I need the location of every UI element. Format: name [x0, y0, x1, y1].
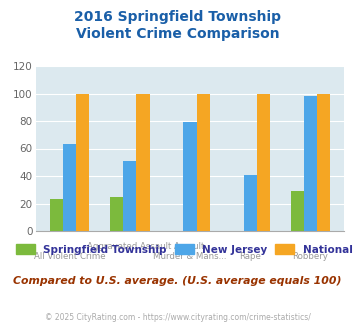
- Text: © 2025 CityRating.com - https://www.cityrating.com/crime-statistics/: © 2025 CityRating.com - https://www.city…: [45, 314, 310, 322]
- Bar: [197, 93, 210, 231]
- Bar: [123, 161, 136, 231]
- Bar: [136, 93, 149, 231]
- Text: Compared to U.S. average. (U.S. average equals 100): Compared to U.S. average. (U.S. average …: [13, 276, 342, 285]
- Bar: [50, 199, 63, 231]
- Bar: [110, 197, 123, 231]
- Text: Aggravated Assault: Aggravated Assault: [87, 242, 172, 251]
- Text: Robbery: Robbery: [293, 251, 328, 261]
- Bar: [257, 93, 270, 231]
- Bar: [244, 175, 257, 231]
- Text: 2016 Springfield Township
Violent Crime Comparison: 2016 Springfield Township Violent Crime …: [74, 10, 281, 41]
- Bar: [304, 96, 317, 231]
- Text: All Violent Crime: All Violent Crime: [34, 251, 105, 261]
- Bar: [290, 191, 304, 231]
- Bar: [317, 93, 330, 231]
- Bar: [183, 122, 197, 231]
- Bar: [63, 145, 76, 231]
- Text: Murder & Mans...: Murder & Mans...: [153, 251, 227, 261]
- Text: Rape: Rape: [239, 251, 261, 261]
- Bar: [76, 93, 89, 231]
- Text: Assault: Assault: [174, 242, 206, 251]
- Legend: Springfield Township, New Jersey, National: Springfield Township, New Jersey, Nation…: [16, 245, 353, 255]
